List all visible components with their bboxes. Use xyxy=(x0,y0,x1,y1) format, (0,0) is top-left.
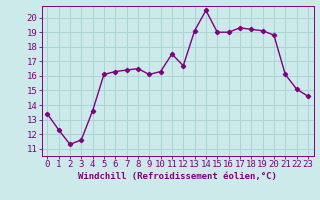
X-axis label: Windchill (Refroidissement éolien,°C): Windchill (Refroidissement éolien,°C) xyxy=(78,172,277,181)
